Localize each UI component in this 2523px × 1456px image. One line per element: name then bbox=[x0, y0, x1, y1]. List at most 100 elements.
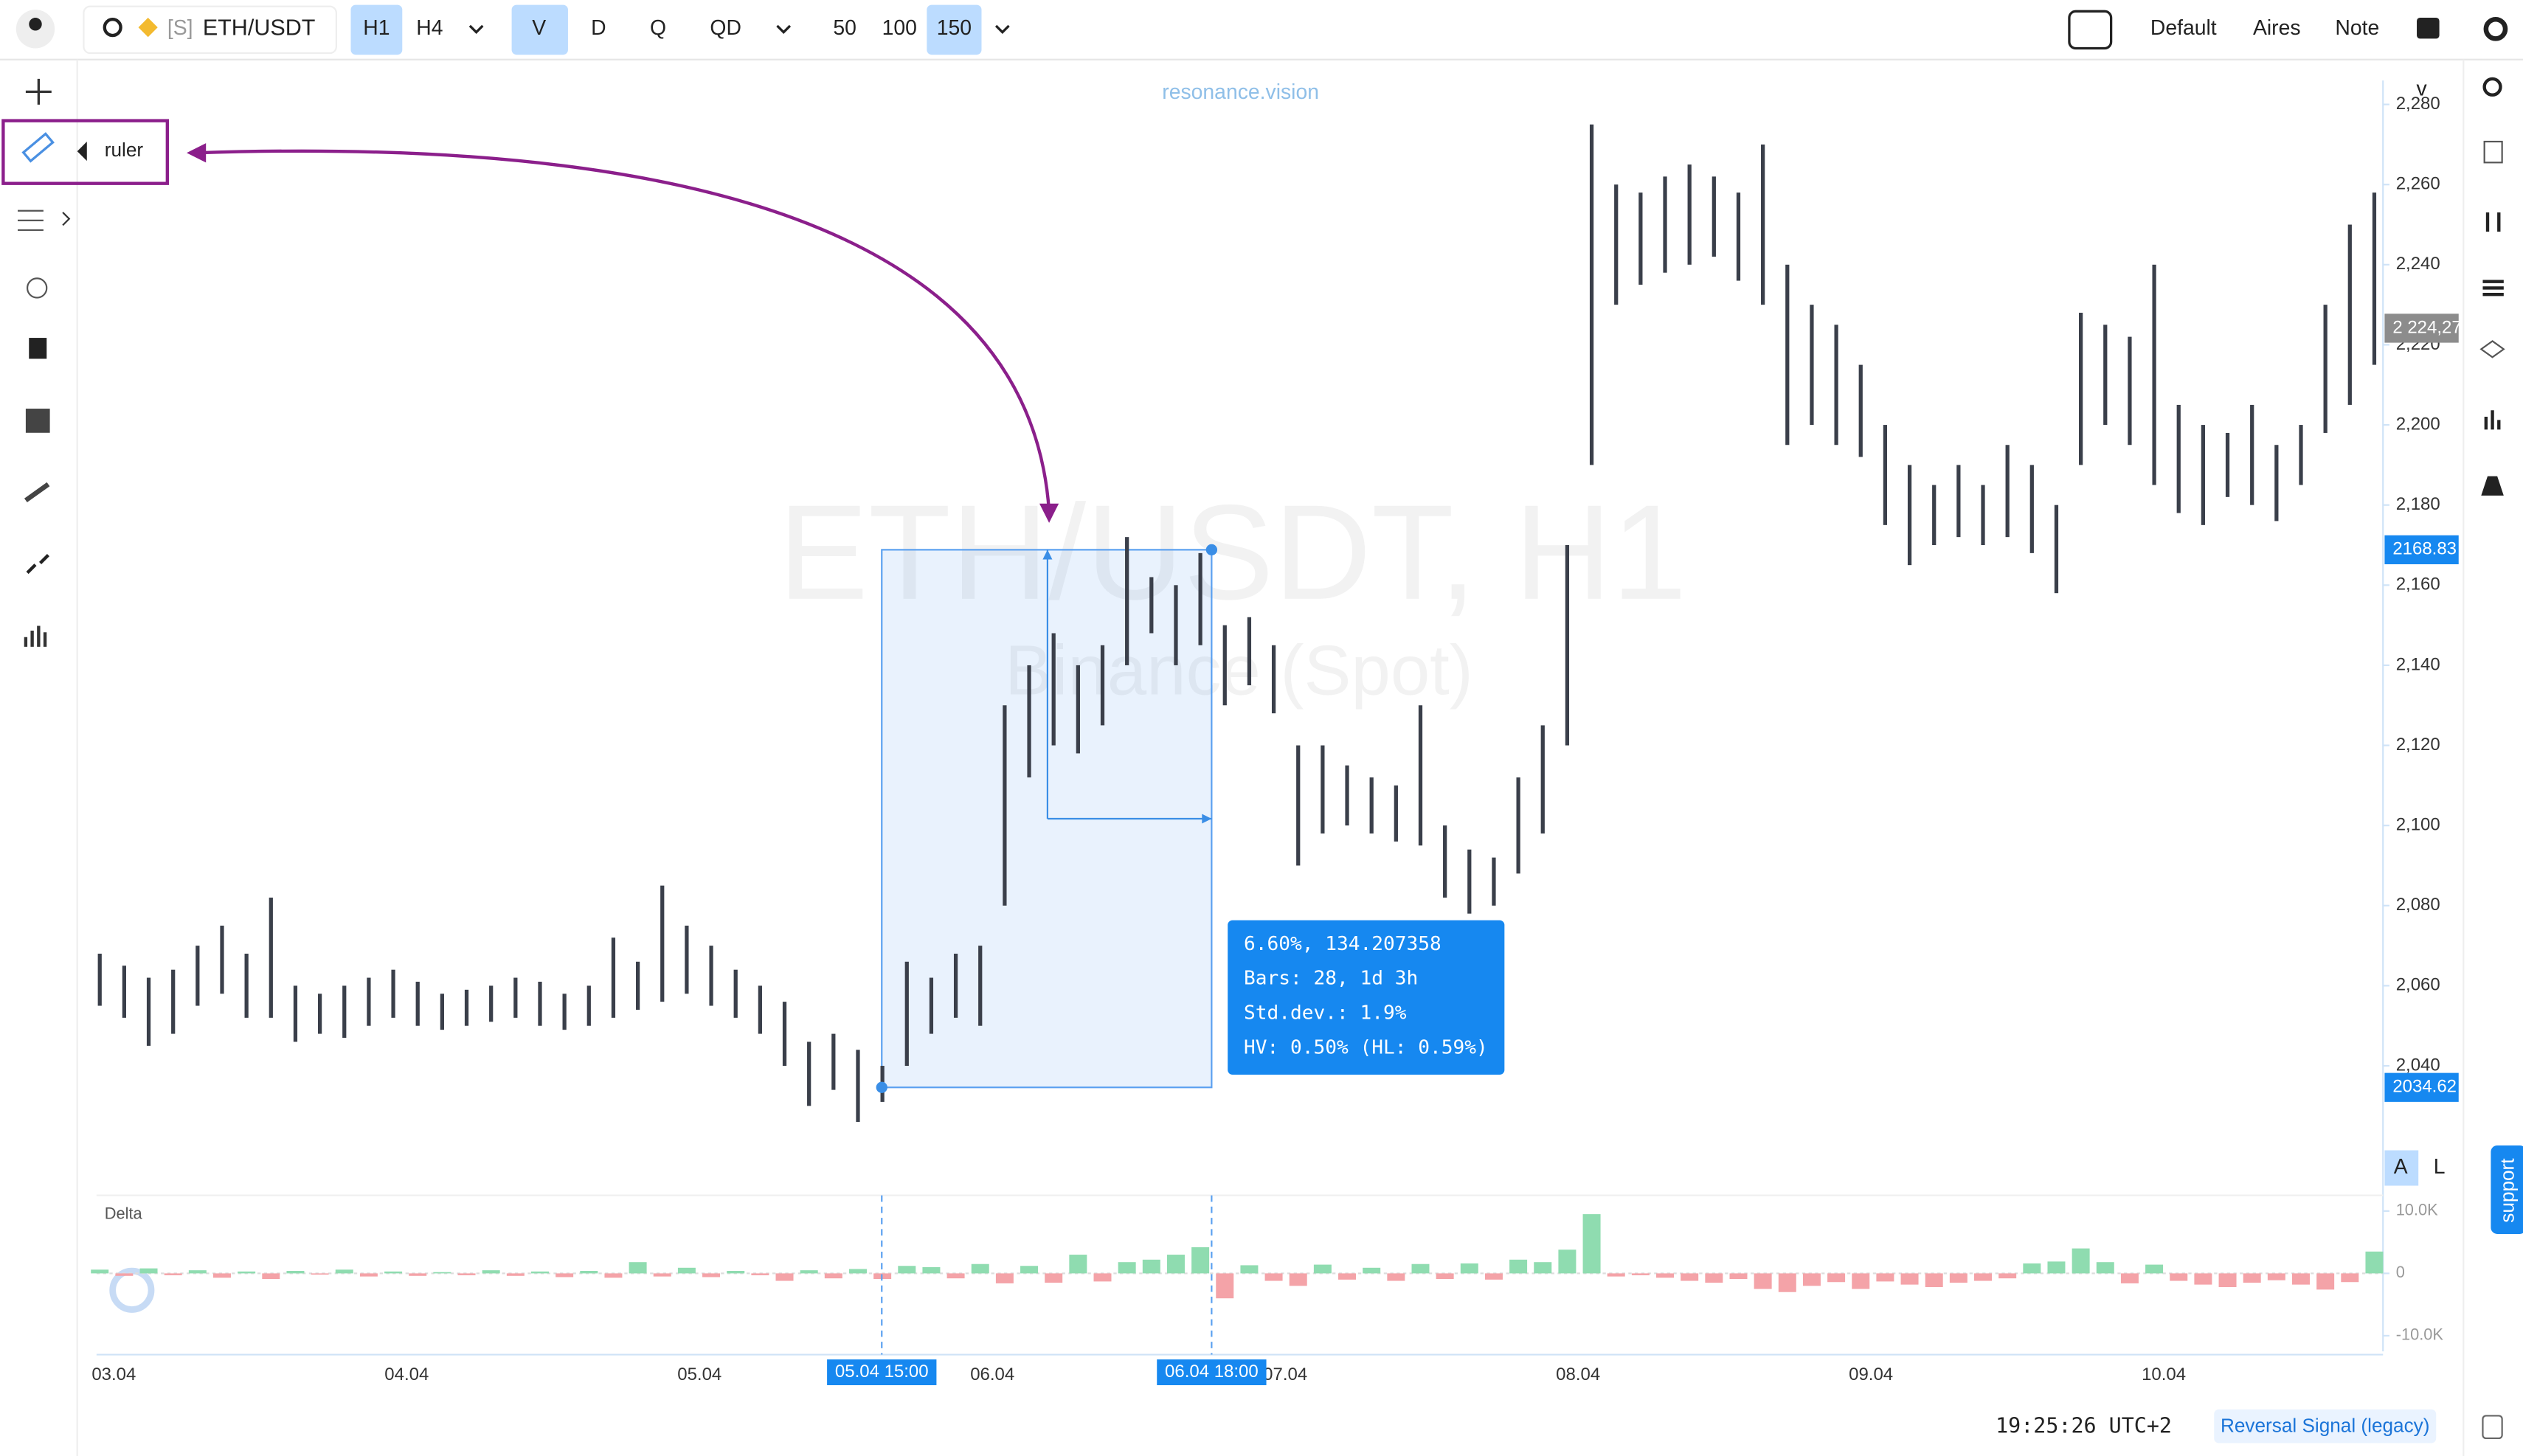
indicator-chip[interactable] bbox=[2214, 1409, 2437, 1443]
search-button[interactable] bbox=[2482, 77, 2502, 97]
count-button[interactable]: 50 bbox=[833, 16, 856, 40]
settings-button[interactable] bbox=[2483, 16, 2508, 41]
delta-bar bbox=[1705, 1273, 1723, 1283]
layout-button[interactable] bbox=[2068, 10, 2113, 50]
count-button[interactable]: 150 bbox=[937, 16, 972, 40]
price-bar bbox=[562, 994, 567, 1030]
chart-tool[interactable] bbox=[24, 625, 47, 647]
delta-bar bbox=[1778, 1273, 1796, 1292]
price-bar bbox=[367, 977, 371, 1026]
support-tab[interactable] bbox=[2491, 1145, 2523, 1234]
delta-bar bbox=[702, 1273, 721, 1278]
delta-bar bbox=[1338, 1273, 1357, 1280]
x-tick-label: 09.04 bbox=[1849, 1365, 1893, 1384]
watermark-title: ETH/USDT, H1 bbox=[778, 476, 1687, 628]
lines-tool[interactable] bbox=[17, 209, 44, 232]
selected-bg bbox=[927, 4, 982, 55]
delta-bar bbox=[1558, 1249, 1577, 1274]
delta-bar bbox=[1852, 1273, 1870, 1289]
arrow-head bbox=[1202, 814, 1212, 824]
lab-button[interactable] bbox=[2481, 476, 2504, 496]
x-tick-label: 04.04 bbox=[384, 1365, 429, 1384]
stats-button[interactable] bbox=[2484, 410, 2501, 430]
price-bar bbox=[1785, 264, 1790, 446]
price-bar bbox=[2029, 465, 2034, 553]
scale-button[interactable]: L bbox=[2434, 1155, 2446, 1179]
delta-bar bbox=[2023, 1263, 2041, 1274]
hide-tool[interactable] bbox=[26, 277, 48, 299]
delta-bar bbox=[1925, 1273, 1943, 1287]
mode-button[interactable]: V bbox=[532, 16, 546, 40]
ruler-tool[interactable] bbox=[21, 132, 55, 163]
y-tick-label: 2,260 bbox=[2396, 174, 2440, 194]
y-tick-label: 2,060 bbox=[2396, 975, 2440, 995]
crosshair-tool[interactable] bbox=[25, 78, 52, 105]
delta-title: Delta bbox=[105, 1204, 143, 1223]
delta-bar bbox=[2218, 1273, 2237, 1287]
zoom-tool[interactable] bbox=[26, 553, 49, 575]
price-bar bbox=[122, 966, 126, 1018]
price-bar bbox=[538, 981, 542, 1026]
timeframe-button[interactable]: H4 bbox=[416, 16, 443, 40]
price-bar bbox=[1100, 645, 1105, 726]
delta-tick-label: 0 bbox=[2396, 1263, 2405, 1281]
price-bar bbox=[220, 925, 224, 994]
price-label: 2034.62 bbox=[2392, 1077, 2457, 1097]
price-bar bbox=[97, 953, 102, 1006]
delete-tool[interactable] bbox=[29, 338, 47, 359]
expand-arrow[interactable] bbox=[62, 212, 71, 226]
ruler-handle bbox=[876, 1081, 887, 1093]
clipboard-button[interactable] bbox=[2482, 1415, 2503, 1440]
ruler-guide bbox=[1046, 550, 1212, 820]
price-bar bbox=[1394, 785, 1398, 842]
screenshot-button[interactable] bbox=[2417, 18, 2440, 39]
price-bar bbox=[2299, 425, 2303, 485]
delta-bar bbox=[2292, 1273, 2311, 1285]
mode-button[interactable]: D bbox=[591, 16, 606, 40]
auto-scale-bg bbox=[2384, 1150, 2419, 1186]
template-button[interactable]: Default bbox=[2150, 16, 2217, 40]
price-bar bbox=[1907, 465, 1912, 566]
ruler-stat: 6.60%, 134.207358 bbox=[1244, 933, 1442, 955]
scale-button[interactable]: A bbox=[2394, 1155, 2408, 1179]
price-bar bbox=[1418, 705, 1423, 846]
template-button[interactable]: Aires bbox=[2253, 16, 2301, 40]
list-button[interactable] bbox=[2482, 280, 2504, 297]
x-tick-label: 06.04 bbox=[970, 1365, 1014, 1384]
price-bar bbox=[1492, 857, 1496, 906]
dropdown[interactable] bbox=[776, 24, 792, 34]
template-button[interactable]: Note bbox=[2335, 16, 2379, 40]
delta-bar bbox=[164, 1273, 182, 1275]
price-bar bbox=[1663, 176, 1667, 273]
tool-tooltip: ruler bbox=[105, 139, 144, 161]
delta-bar bbox=[1754, 1273, 1772, 1289]
delta-bar bbox=[2170, 1273, 2188, 1281]
delta-bar bbox=[1900, 1273, 1919, 1285]
grid-tool[interactable] bbox=[25, 409, 50, 433]
mode-button[interactable]: Q bbox=[650, 16, 666, 40]
notes-button[interactable] bbox=[2483, 140, 2503, 164]
delta-bar bbox=[653, 1273, 671, 1277]
price-bar bbox=[2274, 445, 2279, 521]
mode-button[interactable]: QD bbox=[710, 16, 741, 40]
sort-button[interactable] bbox=[2485, 212, 2501, 232]
price-bar bbox=[293, 985, 298, 1042]
delta-bar bbox=[506, 1273, 525, 1276]
price-bar bbox=[2152, 264, 2156, 485]
symbol-search[interactable] bbox=[83, 5, 337, 55]
price-label-bg bbox=[2384, 1072, 2459, 1102]
price-bar bbox=[904, 961, 909, 1067]
delta-bar bbox=[751, 1273, 769, 1275]
layers-button[interactable] bbox=[2479, 340, 2505, 358]
dropdown[interactable] bbox=[994, 24, 1010, 34]
timeframe-button[interactable]: H1 bbox=[363, 16, 390, 40]
price-bar bbox=[1638, 193, 1643, 285]
price-bar bbox=[856, 1050, 860, 1123]
delta-bar bbox=[1827, 1273, 1846, 1283]
count-button[interactable]: 100 bbox=[882, 16, 917, 40]
measure-tool[interactable] bbox=[24, 482, 50, 503]
dropdown[interactable] bbox=[468, 24, 484, 34]
delta-bar bbox=[457, 1273, 476, 1275]
